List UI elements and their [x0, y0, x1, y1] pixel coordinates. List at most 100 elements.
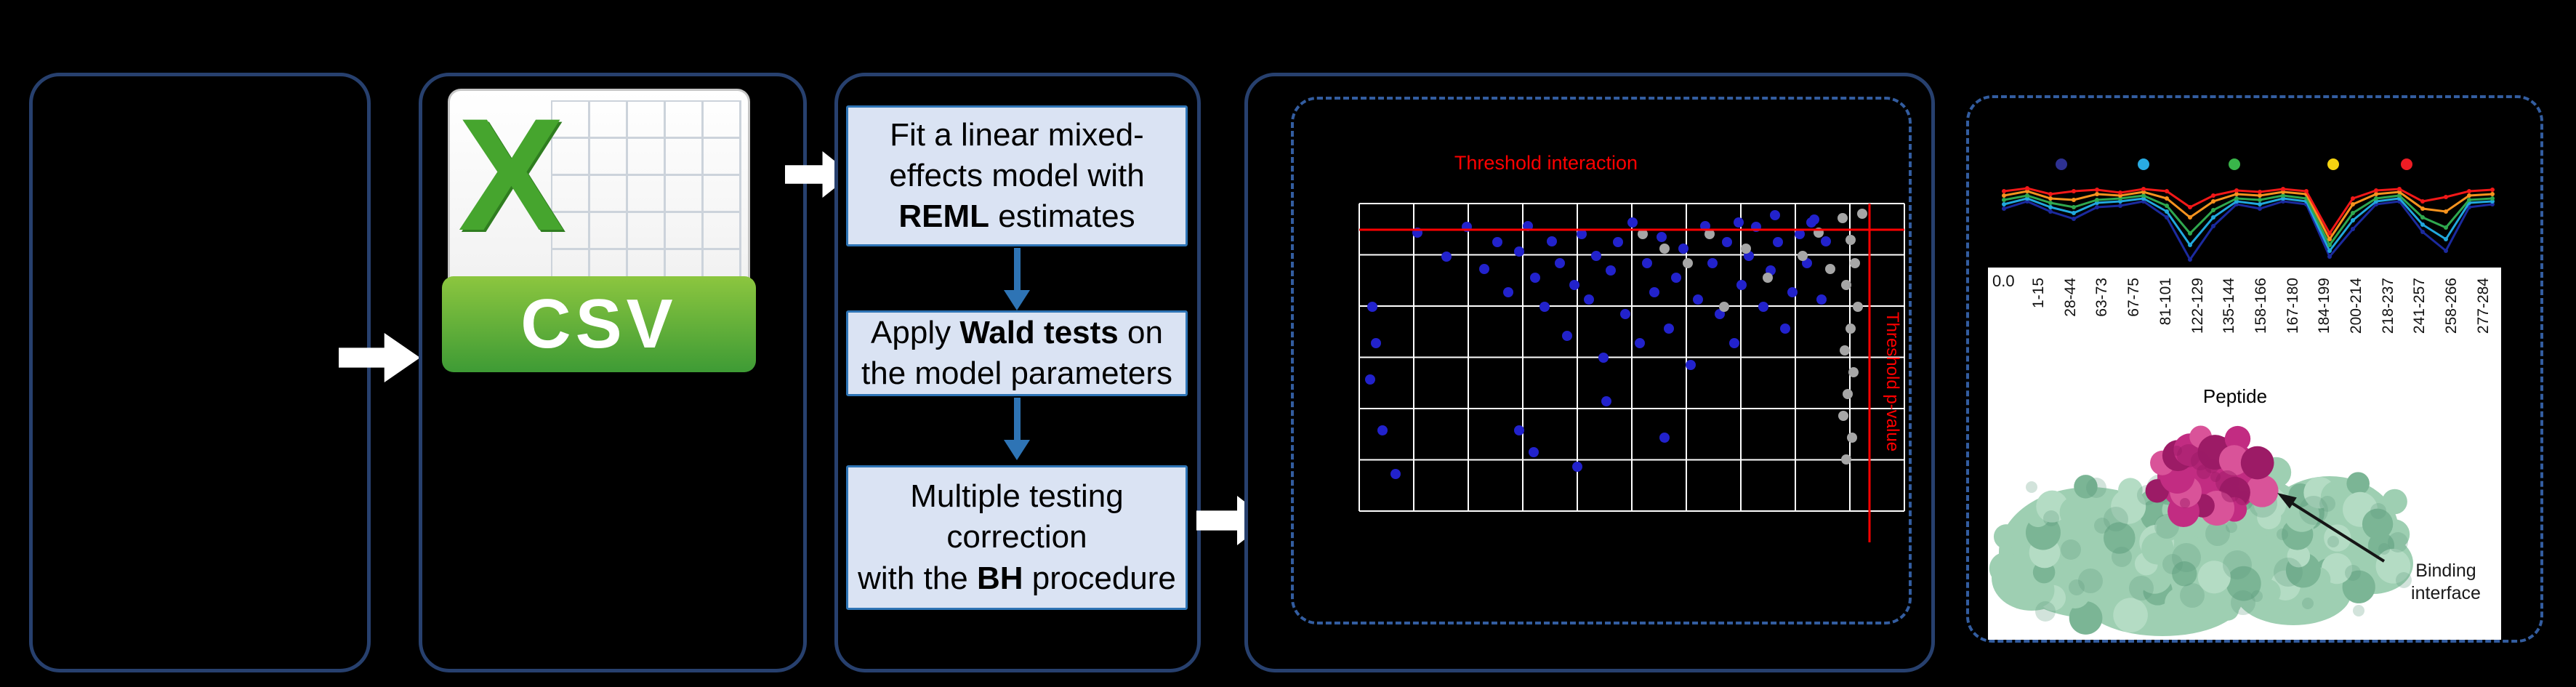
peptide-panel: 0.0 1-15 28-44 63-73 67-75 81-101 122-129 135-… — [1988, 268, 2501, 640]
scatter-point-significant — [1787, 287, 1798, 297]
scatter-point-nonsignificant — [1846, 235, 1856, 245]
scatter-point-significant — [1514, 246, 1524, 257]
legend-dot-icon — [2056, 158, 2067, 170]
scatter-point-nonsignificant — [1846, 324, 1856, 334]
peptide-tick-label: 67-75 — [2125, 278, 2143, 317]
peptide-tick-label: 277-284 — [2474, 278, 2492, 334]
scatter-point-significant — [1530, 273, 1540, 283]
scatter-point-nonsignificant — [1659, 244, 1670, 254]
scatter-point-significant — [1529, 447, 1539, 457]
scatter-point-significant — [1816, 294, 1827, 305]
scatter-point-nonsignificant — [1825, 264, 1835, 274]
scatter-point-significant — [1635, 338, 1645, 348]
scatter-point-significant — [1569, 280, 1579, 290]
volcano-plot: Threshold interaction Threshold p-value — [1359, 152, 1905, 542]
scatter-point-significant — [1479, 264, 1489, 274]
scatter-point-significant — [1678, 244, 1689, 254]
scatter-point-nonsignificant — [1857, 209, 1867, 219]
peptide-tick-label: 81-101 — [2157, 278, 2174, 326]
scatter-point-nonsignificant — [1850, 258, 1860, 268]
scatter-point-nonsignificant — [1638, 229, 1648, 239]
scatter-point-significant — [1657, 232, 1667, 242]
panel-input — [29, 73, 371, 672]
scatter-point-significant — [1729, 338, 1739, 348]
peptide-tick-label: 122-129 — [2189, 278, 2206, 334]
step-wald-tests: Apply Wald tests on the model parameters — [846, 310, 1188, 396]
peptide-tick-label: 167-180 — [2284, 278, 2301, 334]
scatter-point-significant — [1780, 324, 1790, 334]
legend-dot-icon — [2229, 158, 2240, 170]
peptide-tick-label: 28-44 — [2061, 278, 2079, 317]
csv-file-icon: X CSV — [442, 89, 756, 372]
scatter-point-significant — [1514, 425, 1524, 435]
scatter-point-significant — [1693, 294, 1703, 305]
scatter-point-significant — [1492, 237, 1502, 247]
scatter-point-significant — [1649, 287, 1659, 297]
peptide-tick-label: 1-15 — [2030, 278, 2047, 309]
scatter-point-significant — [1736, 280, 1747, 290]
scatter-point-nonsignificant — [1763, 273, 1773, 283]
scatter-point-nonsignificant — [1838, 411, 1848, 421]
scatter-point-nonsignificant — [1847, 433, 1857, 443]
scatter-point-significant — [1821, 236, 1831, 246]
scatter-point-nonsignificant — [1838, 213, 1848, 223]
scatter-point-nonsignificant — [1683, 258, 1693, 268]
scatter-point-significant — [1642, 258, 1652, 268]
binding-interface-label: Binding interface — [2411, 561, 2481, 604]
csv-banner-label: CSV — [442, 276, 756, 372]
scatter-point-significant — [1555, 258, 1565, 268]
peptide-tick-label: 158-166 — [2252, 278, 2269, 334]
protein-structure — [1989, 425, 2413, 636]
results-dashed-box — [1966, 95, 2543, 643]
step-bh-correction: Multiple testing correction with the BH pr… — [846, 465, 1188, 610]
peptide-tick-label: 258-266 — [2443, 278, 2460, 334]
binding-arrow-icon — [2288, 500, 2386, 563]
scatter-point-significant — [1734, 217, 1744, 228]
scatter-point-nonsignificant — [1798, 251, 1808, 261]
scatter-point-significant — [1539, 302, 1550, 312]
arrow-shaft — [1013, 398, 1021, 440]
spreadsheet-grid — [551, 100, 741, 291]
scatter-point-significant — [1773, 237, 1783, 247]
legend-dot-icon — [2138, 158, 2149, 170]
peptide-tick-label: 184-199 — [2316, 278, 2333, 334]
uptake-series-line — [2003, 194, 2493, 247]
volcano-dashed-box — [1291, 97, 1912, 624]
excel-x-logo: X — [458, 85, 565, 264]
uptake-series-line — [2003, 190, 2493, 241]
scatter-point-significant — [1377, 425, 1388, 435]
scatter-point-significant — [1795, 229, 1805, 239]
peptide-tick-label: 241-257 — [2411, 278, 2428, 334]
scatter-point-significant — [1627, 217, 1638, 228]
peptide-axis-title: Peptide — [2202, 385, 2268, 407]
scatter-point-significant — [1598, 353, 1609, 363]
scatter-point-significant — [1547, 236, 1557, 246]
scatter-point-significant — [1659, 433, 1670, 443]
scatter-point-significant — [1770, 210, 1780, 220]
scatter-point-significant — [1664, 324, 1674, 334]
scatter-point-significant — [1572, 462, 1582, 472]
peptide-tick-label: 218-237 — [2379, 278, 2396, 334]
scatter-point-nonsignificant — [1848, 367, 1859, 377]
scatter-point-significant — [1601, 396, 1611, 406]
scatter-point-significant — [1503, 287, 1513, 297]
uptake-series-line — [2003, 187, 2493, 236]
arrow-down-1-icon — [1004, 248, 1030, 310]
threshold-pvalue-label: Threshold p-value — [1883, 312, 1902, 451]
scatter-point-significant — [1390, 469, 1401, 479]
scatter-point-significant — [1584, 294, 1594, 305]
scatter-point-nonsignificant — [1841, 454, 1851, 465]
scatter-point-significant — [1671, 273, 1681, 283]
scatter-point-nonsignificant — [1704, 229, 1715, 239]
arrow-head — [1004, 290, 1030, 310]
scatter-point-significant — [1591, 251, 1601, 261]
peptide-tick-label: 200-214 — [2348, 278, 2364, 334]
y-axis-label: 0.0 — [1992, 272, 2015, 290]
scatter-point-significant — [1577, 229, 1587, 239]
scatter-point-significant — [1686, 360, 1696, 370]
scatter-point-nonsignificant — [1840, 345, 1850, 355]
scatter-point-significant — [1562, 331, 1572, 341]
arrow-shaft — [1013, 248, 1021, 290]
scatter-point-significant — [1620, 309, 1630, 319]
